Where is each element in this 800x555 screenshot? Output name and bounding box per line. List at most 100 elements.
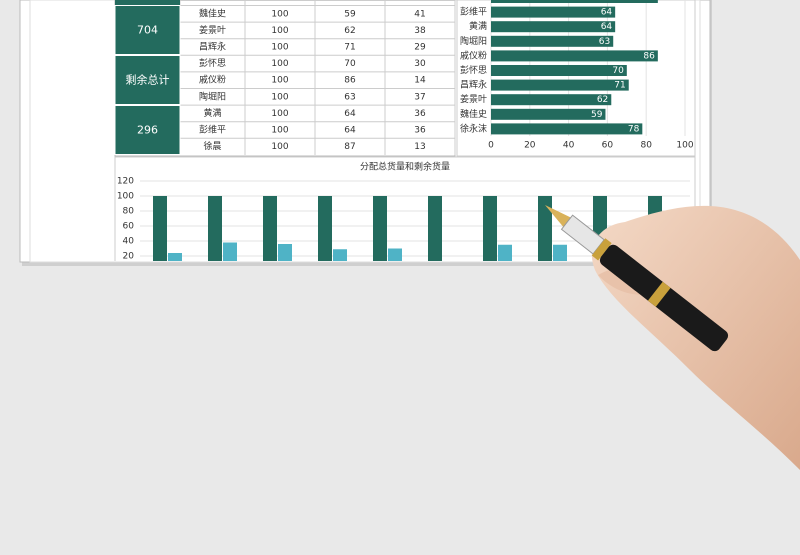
x-tick-label: 0 [488,141,494,151]
number-cell: 30 [414,59,426,69]
number-cell: 63 [344,92,355,102]
bar [153,196,167,261]
number-cell: 86 [344,76,356,86]
number-cell: 100 [271,126,288,136]
bar [553,244,567,261]
y-tick-label: 20 [123,252,135,262]
number-cell: 59 [344,9,356,19]
y-tick-label: 彭维平 [460,6,487,18]
bar [278,244,292,261]
number-cell: 87 [344,142,355,152]
name-cell: 彭维平 [199,124,226,136]
y-tick-label: 0 [128,267,134,277]
y-tick-label: 黄满 [469,20,487,32]
bar [491,50,658,62]
number-cell: 36 [414,109,426,119]
number-cell: 62 [344,26,355,36]
chart-title: 分配总货量和剩余货量 [360,161,450,173]
bar [388,248,402,261]
y-tick-label: 戚仪粉 [460,49,487,61]
name-cell: 黄满 [203,107,221,119]
number-cell: 71 [344,43,355,53]
number-cell: 41 [414,9,425,19]
value-label: 59 [591,110,603,120]
bar [428,196,442,261]
number-cell: 100 [271,9,288,19]
value-label: 63 [599,37,610,47]
value-label: 70 [612,66,624,76]
number-cell: 70 [344,59,356,69]
y-tick-label: 彭怀思 [460,64,487,76]
value-label: 62 [597,95,608,105]
value-label: 78 [628,124,640,134]
side-label: 296 [137,124,158,137]
bar [491,123,643,135]
number-cell: 37 [414,92,425,102]
bar [373,196,387,261]
number-cell: 100 [271,142,288,152]
y-tick-label: 陶堀阳 [460,35,487,47]
name-cell: 戚仪粉 [199,74,226,86]
number-cell: 64 [344,109,356,119]
number-cell: 100 [271,59,288,69]
y-tick-label: 40 [123,237,135,247]
bar [538,196,552,261]
number-cell: 100 [271,43,288,53]
name-cell: 彭怀思 [199,57,226,69]
x-tick-label: 20 [524,141,536,151]
pen-barrel [599,244,729,352]
bar [491,21,616,33]
side-cell [114,105,181,155]
y-tick-label: 60 [123,222,135,232]
pen-nib [545,205,571,227]
value-label: 86 [643,0,655,3]
bar [208,196,222,261]
x-tick-label: 60 [602,141,614,151]
bar [491,79,629,91]
value-label: 64 [601,22,613,32]
y-tick-label: 魏佳史 [460,108,487,120]
number-cell: 38 [414,26,426,36]
bar [223,242,237,261]
bar [491,65,627,76]
hand-with-pen [545,205,800,470]
x-tick-label: 100 [676,141,693,151]
bar [491,0,658,3]
number-cell: 64 [344,126,356,136]
number-cell: 36 [414,126,426,136]
name-cell: 姜景叶 [199,24,226,36]
pen [545,205,729,352]
bar [498,244,512,261]
name-cell: 陶堀阳 [199,90,226,102]
pen-band [647,281,671,307]
bar [491,35,614,47]
number-cell: 100 [271,76,288,86]
bar [491,6,616,18]
y-tick-label: 徐永沫 [460,122,487,134]
pen-grip [560,214,605,255]
number-cell: 100 [271,109,288,119]
x-tick-label: 80 [640,141,652,151]
y-tick-label: 120 [117,177,134,187]
name-cell: 徐晨 [203,140,221,152]
name-cell: 魏佳史 [199,7,226,19]
pen-ring [591,238,612,261]
side-cell [115,0,180,5]
y-tick-label: 昌辉永 [460,79,487,91]
bar [333,249,347,261]
bar [263,196,277,261]
bar [491,108,606,120]
value-label: 64 [601,8,613,18]
bar [318,196,332,261]
y-tick-label: 80 [123,207,135,217]
side-label: 704 [137,24,158,37]
y-tick-label: 姜景叶 [460,93,487,105]
value-label: 86 [643,51,655,61]
x-tick-label: 40 [563,141,575,151]
number-cell: 29 [414,43,426,53]
bar [168,253,182,261]
sheet-content: 魏佳史 100 59 41 姜景叶 100 62 38 昌辉永 100 71 29 彭怀思 100 70 30… [114,0,696,277]
number-cell: 14 [414,76,426,86]
